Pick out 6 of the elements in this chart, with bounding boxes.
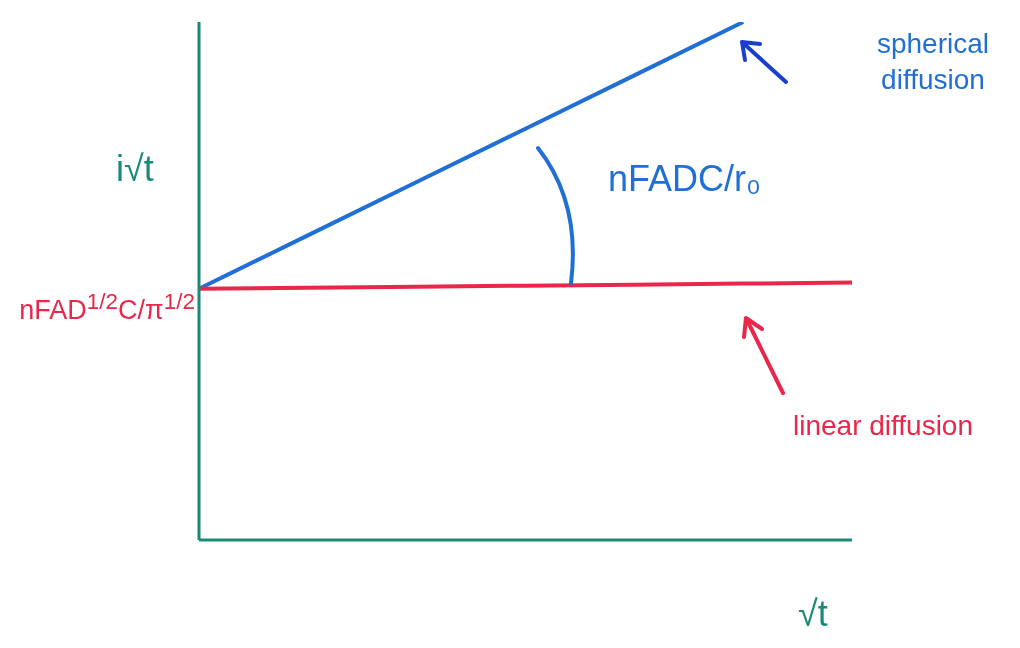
text: spherical diffusion (875, 27, 991, 98)
text: nFAD$^{1/2}$C/π$^{1/2}$ (18, 288, 195, 326)
y-axis-title: i√t (116, 148, 154, 190)
text: linear diffusion (791, 409, 974, 443)
annotation: nFADC/r₀ (608, 158, 761, 200)
x-axis-title: √t (798, 593, 828, 635)
